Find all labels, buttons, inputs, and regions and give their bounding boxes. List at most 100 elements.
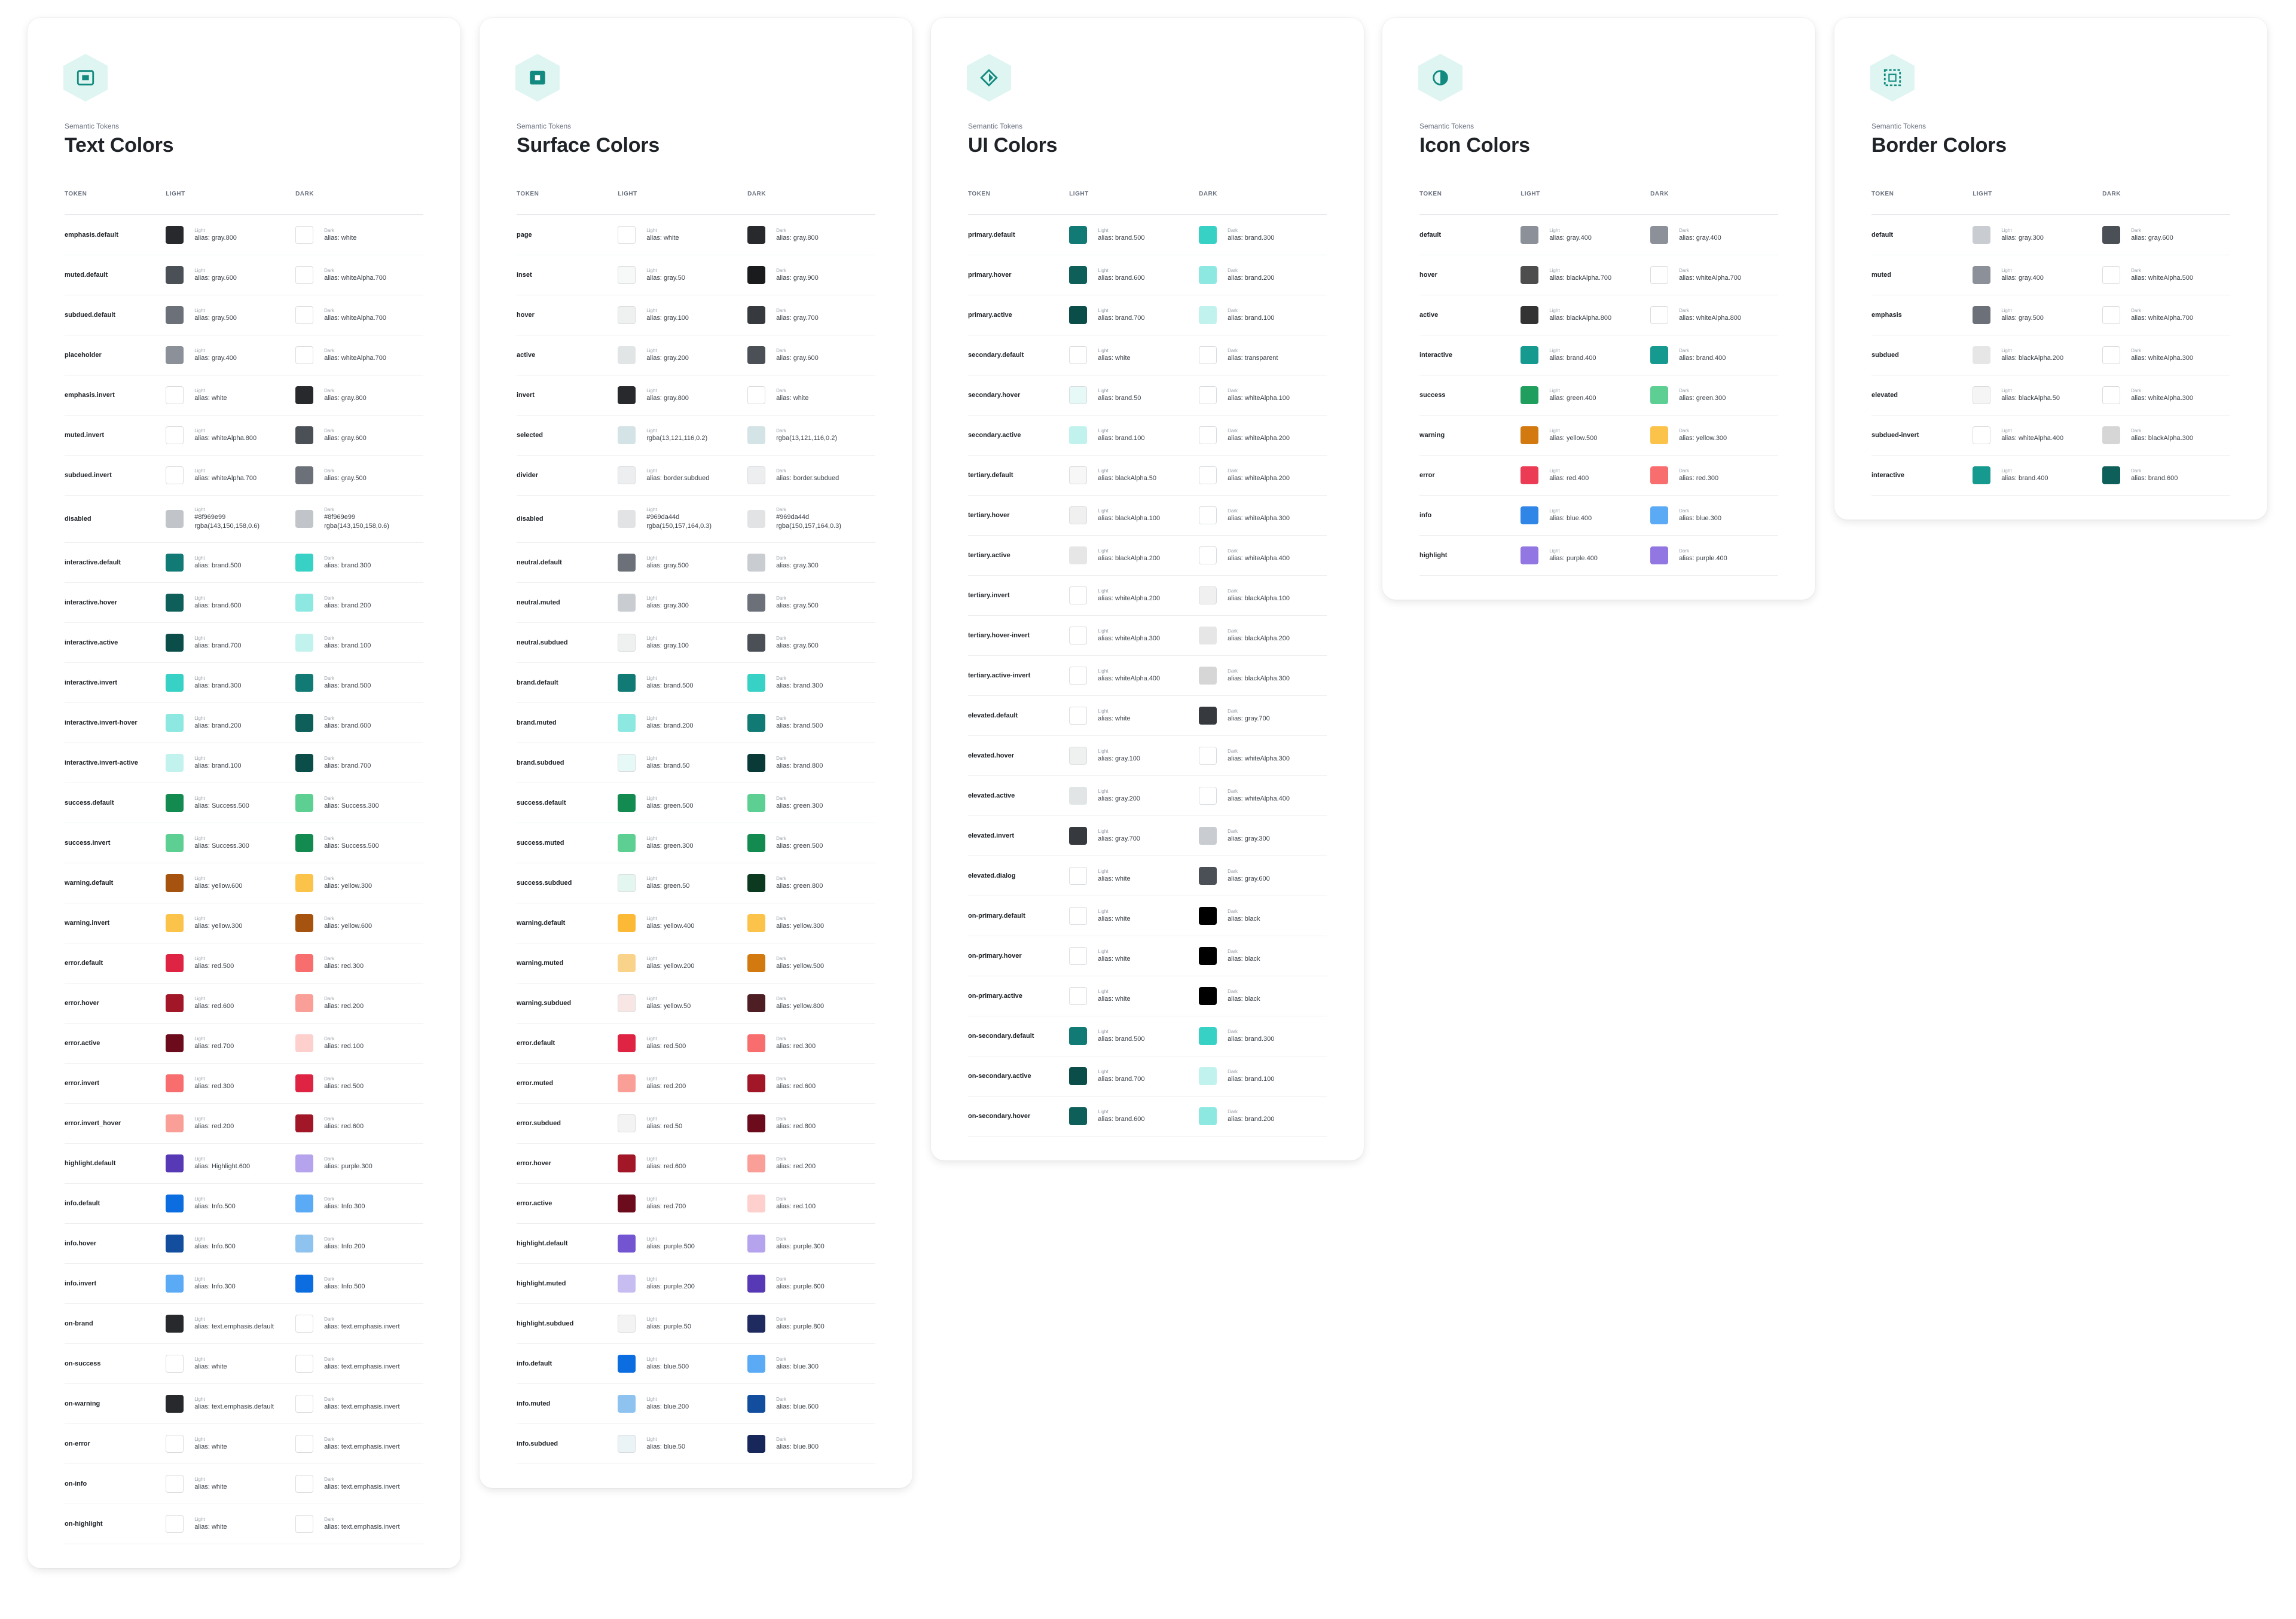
- alias-value: alias: whiteAlpha.500: [2131, 274, 2194, 282]
- dark-swatch: [295, 1475, 314, 1493]
- alias-value: alias: green.800: [776, 882, 823, 890]
- alias-value: alias: whiteAlpha.400: [1228, 795, 1290, 802]
- alias-value: alias: purple.600: [776, 1282, 825, 1290]
- light-swatch: [166, 834, 184, 852]
- mode-label: Dark: [776, 835, 786, 841]
- mode-label: Light: [646, 227, 657, 233]
- header-light: LIGHT: [1973, 191, 1992, 197]
- mode-label: Light: [1549, 307, 1560, 313]
- alias-value: alias: green.300: [776, 802, 823, 810]
- dark-meta: Dark rgba(13,121,116,0.2): [776, 428, 837, 443]
- dark-cell: Dark alias: whiteAlpha.300: [2102, 386, 2230, 404]
- alias-value: alias: Success.300: [324, 802, 379, 810]
- dark-meta: Dark alias: black: [1228, 989, 1260, 1004]
- alias-value: alias: gray.500: [194, 314, 237, 322]
- dark-meta: Dark alias: yellow.500: [776, 956, 824, 971]
- light-cell: Light alias: purple.200: [618, 1275, 747, 1293]
- surface-colors-card: Semantic Tokens Surface Colors TOKEN LIGHT D…: [480, 18, 912, 1488]
- light-swatch: [1069, 627, 1088, 644]
- light-swatch: [618, 266, 636, 284]
- light-meta: Light alias: white: [1098, 949, 1130, 964]
- light-cell: Light alias: brand.500: [1069, 226, 1199, 244]
- dark-meta: Dark alias: gray.600: [2131, 228, 2173, 243]
- mode-label: Dark: [324, 595, 334, 601]
- dark-cell: Dark alias: brand.200: [295, 594, 423, 612]
- light-meta: Light alias: brand.50: [646, 756, 689, 771]
- alias-value: alias: brand.300: [776, 682, 823, 689]
- alias-value: alias: gray.400: [194, 354, 237, 362]
- alias-value: alias: brand.500: [1098, 1035, 1145, 1043]
- mode-label: Light: [646, 635, 657, 641]
- light-swatch: [166, 794, 184, 812]
- mode-label: Dark: [324, 715, 334, 721]
- dark-swatch: [747, 554, 766, 572]
- dark-cell: Dark alias: blue.800: [747, 1435, 875, 1453]
- alias-value: alias: gray.200: [1098, 795, 1140, 802]
- alias-value: alias: whiteAlpha.200: [1098, 594, 1161, 602]
- light-meta: Light alias: red.50: [646, 1116, 682, 1131]
- mode-label: Dark: [324, 955, 334, 961]
- dark-cell: Dark alias: brand.100: [295, 634, 423, 652]
- light-cell: Light alias: blackAlpha.700: [1521, 266, 1650, 284]
- token-name: warning.subdued: [517, 1000, 572, 1007]
- mode-label: Dark: [776, 795, 786, 801]
- token-name: secondary.default: [968, 352, 1024, 359]
- mode-label: Light: [194, 387, 205, 393]
- mode-label: Light: [1549, 508, 1560, 514]
- light-meta: Light alias: green.500: [646, 796, 693, 811]
- dark-swatch: [1199, 1067, 1217, 1085]
- dark-swatch: [295, 306, 314, 324]
- light-swatch: [166, 634, 184, 652]
- token-row: disabled Light #969da44d rgba(150,157,164,0…: [517, 496, 875, 543]
- alias-value: alias: brand.600: [1098, 274, 1145, 282]
- dark-swatch: [295, 1034, 314, 1052]
- token-row: invert Light alias: gray.800 Dark alias: whi…: [517, 375, 875, 416]
- mode-label: Light: [646, 675, 657, 681]
- token-row: page Light alias: white Dark alias: gray.800: [517, 215, 875, 255]
- mode-label: Light: [1098, 948, 1109, 954]
- token-name: highlight: [1419, 552, 1448, 559]
- dark-swatch: [295, 594, 314, 612]
- alias-value-rgba: rgba(150,157,164,0.3): [776, 523, 841, 530]
- token-name: hover: [1419, 271, 1437, 279]
- alias-value: alias: gray.300: [776, 561, 819, 569]
- dark-cell: Dark alias: brand.400: [1650, 346, 1778, 364]
- token-row: error.subdued Light alias: red.50 Dark alias…: [517, 1104, 875, 1144]
- mode-label: Dark: [776, 267, 786, 273]
- light-swatch: [1069, 226, 1088, 244]
- alias-value: alias: black: [1228, 955, 1260, 963]
- light-cell: Light alias: white: [166, 1475, 295, 1493]
- alias-value: alias: blue.500: [646, 1363, 689, 1370]
- token-row: divider Light alias: border.subdued Dark ali…: [517, 456, 875, 496]
- token-row: interactive.hover Light alias: brand.600 Da…: [65, 583, 423, 623]
- alias-value: alias: red.200: [194, 1122, 234, 1130]
- alias-value: alias: white: [1098, 714, 1131, 722]
- token-row: selected Light rgba(13,121,116,0.2) Dark rgb…: [517, 416, 875, 456]
- token-name: muted.invert: [65, 432, 105, 439]
- dark-meta: Dark alias: brand.200: [1228, 268, 1274, 283]
- alias-value: alias: brand.400: [1549, 354, 1596, 362]
- token-row: subdued.invert Light alias: whiteAlpha.700…: [65, 456, 423, 496]
- dark-swatch: [747, 1355, 766, 1373]
- light-meta: Light alias: blue.500: [646, 1357, 689, 1371]
- light-swatch: [166, 954, 184, 972]
- alias-value: alias: green.300: [646, 842, 694, 850]
- mode-label: Light: [646, 307, 657, 313]
- token-name: default: [1419, 231, 1442, 239]
- token-name: highlight.subdued: [517, 1320, 574, 1327]
- dark-swatch: [1199, 667, 1217, 685]
- light-cell: Light alias: yellow.50: [618, 994, 747, 1012]
- alias-value: alias: gray.600: [776, 642, 819, 649]
- token-name: subdued: [1871, 352, 1899, 359]
- dark-swatch: [1199, 546, 1217, 564]
- mode-label: Light: [646, 1436, 657, 1442]
- light-swatch: [1973, 386, 1991, 404]
- dark-swatch: [295, 754, 314, 772]
- token-row: success.muted Light alias: green.300 Dark al…: [517, 823, 875, 863]
- light-swatch: [1521, 226, 1539, 244]
- dark-swatch: [1199, 1027, 1217, 1045]
- dark-meta: Dark alias: blackAlpha.300: [2131, 428, 2193, 443]
- mode-label: Light: [646, 915, 657, 921]
- mode-label: Light: [646, 347, 657, 353]
- mode-label: Light: [646, 755, 657, 761]
